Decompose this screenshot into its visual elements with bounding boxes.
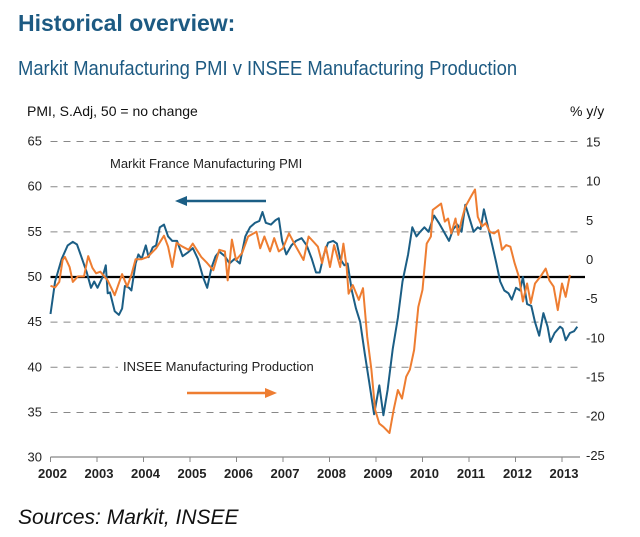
x-tick-label: 2012 [503,466,532,481]
x-tick-label: 2008 [317,466,346,481]
y-tick-label-right: -15 [586,369,605,384]
y-tick-label-left: 60 [28,179,42,194]
y-tick-label-right: 15 [586,135,600,150]
x-tick-label: 2004 [131,466,161,481]
x-tick-label: 2007 [271,466,300,481]
y-tick-label-right: -10 [586,330,605,345]
y-tick-label-right: 5 [586,213,593,228]
y-tick-label-left: 35 [28,404,42,419]
right-axis-label: % y/y [570,103,605,119]
y-tick-label-right: -25 [586,448,605,463]
x-tick-label: 2010 [410,466,439,481]
x-tick-label: 2005 [178,466,207,481]
y-tick-label-left: 65 [28,134,42,149]
y-tick-label-right: 10 [586,174,600,189]
y-tick-label-left: 45 [28,314,42,329]
y-tick-label-left: 50 [28,269,42,284]
left-axis-label: PMI, S.Adj, 50 = no change [27,103,198,119]
chart-plot: 6560555045403530151050-5-10-15-20-252002… [28,134,605,481]
arrow-left-icon [175,196,187,206]
y-tick-label-left: 40 [28,359,42,374]
production-series-line [50,188,571,434]
label-background [118,355,358,377]
x-tick-label: 2003 [85,466,114,481]
production-series-label: INSEE Manufacturing Production [123,359,314,374]
x-tick-label: 2013 [550,466,579,481]
y-tick-label-left: 30 [28,450,42,465]
x-tick-label: 2006 [224,466,253,481]
pmi-series-label: Markit France Manufacturing PMI [110,156,302,171]
page-title: Historical overview: [18,10,236,36]
y-tick-label-right: -20 [586,409,605,424]
x-tick-label: 2009 [364,466,393,481]
x-tick-label: 2011 [457,466,485,481]
x-tick-label: 2002 [38,466,67,481]
sources-note: Sources: Markit, INSEE [18,506,239,529]
y-tick-label-right: -5 [586,291,598,306]
pmi-series-line [49,203,579,417]
y-tick-label-left: 55 [28,224,42,239]
arrow-right-icon [265,388,277,398]
chart-subtitle: Markit Manufacturing PMI v INSEE Manufac… [18,58,518,80]
y-tick-label-right: 0 [586,252,593,267]
